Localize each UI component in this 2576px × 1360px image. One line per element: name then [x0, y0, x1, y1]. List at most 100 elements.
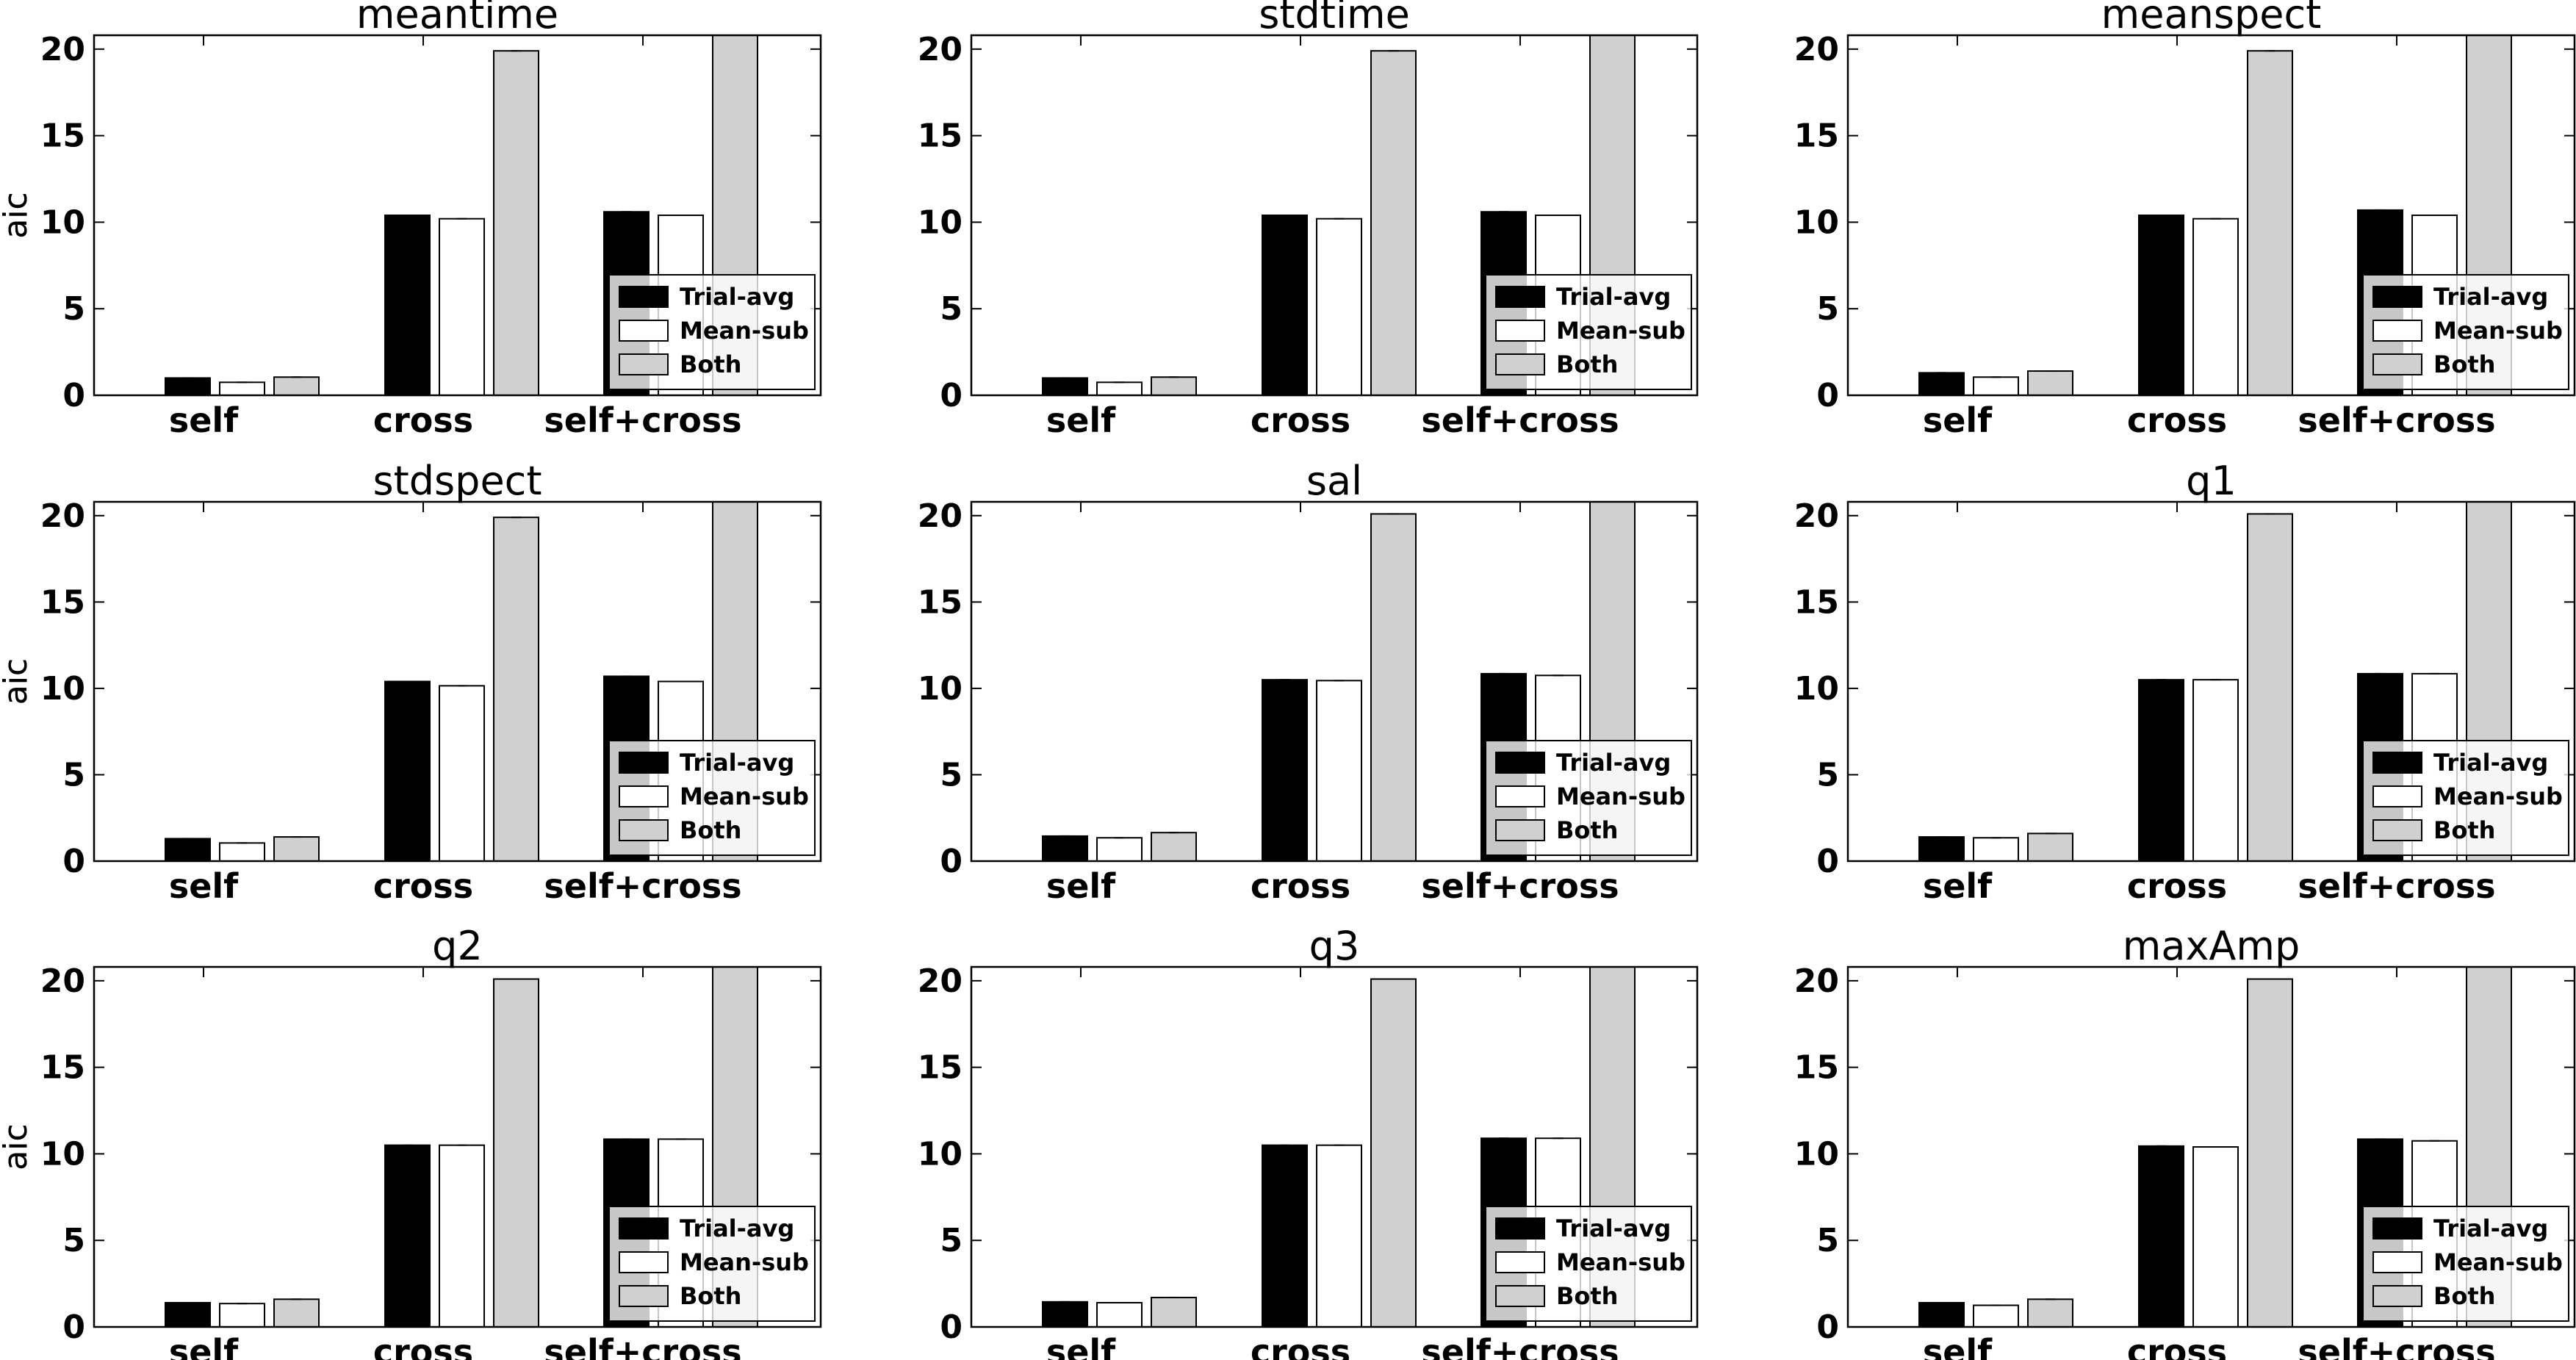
legend-swatch-mean-sub	[1495, 785, 1545, 807]
y-tick-label: 15	[918, 1049, 963, 1087]
y-tick-label: 0	[1816, 843, 1839, 880]
bar-trial-avg-cross	[2138, 215, 2184, 396]
y-tick-label: 15	[40, 583, 85, 621]
y-axis-label: aic	[0, 658, 35, 705]
legend-swatch-mean-sub	[2372, 785, 2422, 807]
panel-title: q3	[1309, 923, 1360, 969]
y-tick-label: 15	[40, 118, 85, 155]
axes-frame	[1846, 500, 2576, 863]
legend-swatch-both	[1495, 1285, 1545, 1307]
legend-label: Mean-sub	[680, 317, 809, 345]
legend-label: Both	[680, 1282, 741, 1310]
bar-mean-sub-cross	[1316, 217, 1362, 397]
bar-trial-avg-self	[165, 838, 211, 862]
legend-swatch-trial-avg	[2372, 1217, 2422, 1240]
x-category-label: self+cross	[544, 400, 741, 440]
x-category-label: self	[1923, 400, 1993, 440]
legend-label: Mean-sub	[1556, 317, 1685, 345]
x-category-label: self	[1923, 1332, 1993, 1360]
y-tick-label: 15	[1794, 583, 1839, 621]
y-tick-label: 10	[40, 1135, 85, 1173]
bar-both-self	[273, 376, 320, 396]
y-tick-label: 10	[40, 204, 85, 241]
panel-title: stdtime	[1259, 0, 1410, 37]
y-tick-label: 5	[62, 1222, 85, 1259]
x-category-label: self	[1046, 400, 1116, 440]
legend-label: Mean-sub	[2433, 782, 2563, 810]
y-tick-label: 10	[1794, 1135, 1839, 1173]
legend-swatch-trial-avg	[1495, 1217, 1545, 1240]
bar-trial-avg-cross	[2138, 679, 2184, 863]
y-tick-label: 5	[940, 756, 963, 794]
bar-both-cross	[1370, 978, 1417, 1328]
x-category-label: self+cross	[1421, 1332, 1619, 1360]
bar-trial-avg-cross	[1262, 1144, 1308, 1328]
bar-trial-avg-cross	[2138, 1145, 2184, 1328]
y-tick-label: 5	[940, 290, 963, 328]
y-tick-label: 20	[40, 963, 85, 1000]
x-category-label: self+cross	[1421, 400, 1619, 440]
y-tick-label: 10	[40, 670, 85, 708]
legend-swatch-trial-avg	[2372, 752, 2422, 774]
panel-title: sal	[1306, 458, 1362, 504]
bar-both-cross	[493, 50, 539, 396]
bar-both-cross	[2247, 978, 2293, 1328]
y-axis-label: aic	[0, 1123, 35, 1170]
legend-label: Mean-sub	[680, 782, 809, 810]
legend-label: Trial-avg	[680, 283, 794, 311]
bar-both-self	[273, 1298, 320, 1328]
y-tick-label: 5	[62, 756, 85, 794]
x-category-label: cross	[2127, 400, 2227, 440]
y-axis-label: aic	[0, 1123, 35, 1170]
legend-swatch-both	[619, 819, 669, 841]
y-tick-label: 15	[40, 1049, 85, 1087]
legend-swatch-mean-sub	[619, 320, 669, 342]
legend-swatch-both	[2372, 1285, 2422, 1307]
y-tick-label: 5	[940, 1222, 963, 1259]
bar-both-cross	[2247, 513, 2293, 862]
y-axis-label: aic	[0, 658, 35, 705]
bar-mean-sub-self	[1096, 837, 1143, 862]
y-axis-label: aic	[0, 658, 35, 705]
bar-mean-sub-cross	[1316, 680, 1362, 862]
x-category-label: cross	[1251, 866, 1350, 906]
bar-mean-sub-cross	[2192, 1146, 2239, 1328]
panel-title: meantime	[356, 0, 558, 37]
chart-panel-q3: 0 5 10 15 20 self cross self+cross q3 aic Trial-av…	[0, 923, 1699, 1360]
chart-panel-meanspect: 0 5 10 15 20 self cross self+cross meanspect aic T…	[0, 0, 2576, 440]
bar-mean-sub-self	[1973, 837, 2019, 862]
bar-mean-sub-cross	[2192, 217, 2239, 397]
chart-panel-maxAmp: 0 5 10 15 20 self cross self+cross maxAmp aic Tria…	[0, 923, 2576, 1360]
bar-trial-avg-cross	[384, 1144, 431, 1328]
y-tick-label: 20	[1794, 963, 1839, 1000]
bar-mean-sub-cross	[439, 217, 485, 397]
legend-swatch-both	[2372, 353, 2422, 375]
y-tick-label: 10	[1794, 204, 1839, 241]
y-tick-label: 10	[918, 1135, 963, 1173]
bar-mean-sub-cross	[2192, 679, 2239, 863]
bar-trial-avg-cross	[1262, 215, 1308, 396]
axes-frame	[1846, 965, 2576, 1328]
bar-mean-sub-self	[1973, 376, 2019, 396]
legend-label: Mean-sub	[2433, 1248, 2563, 1276]
legend-swatch-mean-sub	[2372, 320, 2422, 342]
x-category-label: self+cross	[2298, 1332, 2495, 1360]
legend-swatch-mean-sub	[2372, 1251, 2422, 1273]
y-tick-label: 10	[1794, 670, 1839, 708]
x-category-label: cross	[2127, 866, 2227, 906]
y-tick-label: 0	[62, 843, 85, 880]
bar-both-self	[1151, 1296, 1197, 1328]
y-tick-label: 5	[1816, 1222, 1839, 1259]
x-category-label: self+cross	[544, 866, 741, 906]
y-tick-label: 0	[62, 1309, 85, 1346]
chart-panel-sal: 0 5 10 15 20 self cross self+cross sal aic Trial-a…	[0, 458, 1699, 906]
bar-both-cross	[493, 517, 539, 862]
y-tick-label: 5	[1816, 290, 1839, 328]
legend-swatch-trial-avg	[619, 752, 669, 774]
legend-swatch-both	[2372, 819, 2422, 841]
y-axis-label: aic	[0, 192, 35, 238]
legend-label: Trial-avg	[1556, 1215, 1671, 1242]
bar-both-self	[1151, 832, 1197, 862]
bar-mean-sub-cross	[439, 685, 485, 862]
